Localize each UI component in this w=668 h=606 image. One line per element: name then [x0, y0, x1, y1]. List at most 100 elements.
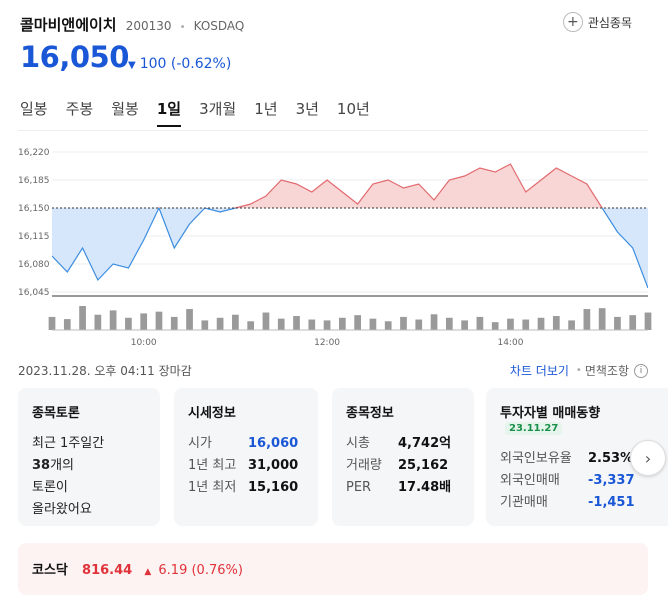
tab-10year[interactable]: 10년: [336, 100, 370, 118]
quote-row-low: 1년 최저 15,160: [188, 477, 304, 499]
quote-label: 1년 최고: [188, 458, 237, 473]
forum-title: 종목토론: [32, 406, 80, 421]
y-tick-label: 16,185: [18, 176, 50, 186]
tab-1year[interactable]: 1년: [254, 100, 278, 118]
stockinfo-row-per: PER 17.48배: [346, 477, 460, 499]
up-area: [52, 164, 648, 208]
volume-bar: [461, 320, 468, 330]
y-tick-label: 16,150: [18, 204, 50, 214]
stock-code: 200130: [125, 19, 172, 33]
price-line-down: [52, 208, 648, 289]
volume-bar: [583, 309, 591, 330]
volume-bar: [430, 314, 438, 330]
next-card-button[interactable]: ›: [630, 440, 666, 476]
separator-dot: •: [179, 22, 186, 33]
stockinfo-row-mcap: 시총 4,742억: [346, 433, 460, 455]
volume-bar: [170, 316, 178, 330]
volume-bar: [476, 316, 484, 330]
forum-line3: 토론이: [32, 480, 68, 495]
investor-value: -1,451: [588, 495, 635, 510]
stockinfo-label: PER: [346, 480, 372, 495]
investor-title: 투자자별 매매동향23.11.27: [500, 402, 654, 436]
volume-bar: [155, 311, 163, 330]
volume-bar: [201, 320, 209, 330]
chart-date: 2023.11.28. 오후 04:11 장마감: [18, 364, 192, 378]
separator-dot: •: [575, 365, 582, 376]
change-value: 100 (-0.62%): [139, 56, 232, 72]
volume-bar: [644, 312, 652, 330]
volume-bar: [63, 319, 71, 330]
investor-row-foreign-trade: 외국인매매 -3,337: [500, 470, 654, 492]
volume-bar: [384, 321, 392, 330]
tab-1day[interactable]: 1일: [156, 98, 182, 127]
volume-bar: [232, 314, 239, 330]
x-tick-label: 10:00: [131, 338, 157, 348]
quote-value: 15,160: [248, 480, 299, 495]
investor-label: 외국인매매: [500, 473, 560, 488]
intraday-chart[interactable]: 16,220 16,185 16,150 16,115 16,080 16,045 10:0…: [0, 140, 668, 355]
volume-bar: [445, 317, 453, 330]
volume-bar: [568, 320, 575, 330]
y-tick-label: 16,220: [18, 148, 50, 158]
volume-bar: [186, 309, 193, 330]
volume-bar: [400, 316, 407, 330]
chevron-right-icon: ›: [644, 448, 652, 468]
volume-bar: [293, 316, 300, 330]
kosdaq-index-bar[interactable]: 코스닥 816.44 ▲ 6.19 (0.76%): [18, 543, 648, 595]
volume-bar: [552, 316, 560, 330]
y-tick-label: 16,115: [18, 232, 50, 242]
tab-divider: [18, 130, 648, 131]
down-area: [52, 208, 648, 288]
investor-label: 기관매매: [500, 495, 548, 510]
plus-icon: +: [562, 12, 583, 32]
forum-line2: 38개의: [32, 455, 146, 477]
forum-card[interactable]: 종목토론 최근 1주일간 38개의 토론이 올라왔어요: [18, 388, 160, 526]
volume-bar: [140, 313, 148, 330]
tab-weekly[interactable]: 주봉: [65, 100, 94, 118]
price-change: ▼ 100 (-0.62%): [128, 56, 231, 72]
volume-bar: [94, 314, 102, 330]
stockinfo-row-volume: 거래량 25,162: [346, 455, 460, 477]
volume-bar: [109, 310, 117, 330]
volume-bar: [216, 317, 224, 330]
forum-line4: 올라왔어요: [32, 502, 92, 517]
current-price: 16,050: [20, 40, 129, 74]
tab-daily[interactable]: 일봉: [20, 100, 48, 118]
quote-title: 시세정보: [188, 406, 236, 421]
quote-value: 31,000: [248, 458, 299, 473]
x-tick-label: 14:00: [497, 338, 523, 348]
stockinfo-title: 종목정보: [346, 406, 394, 421]
info-icon[interactable]: i: [634, 363, 648, 378]
index-name: 코스닥: [32, 563, 68, 578]
quote-card[interactable]: 시세정보 시가 16,060 1년 최고 31,000 1년 최저 15,160: [174, 388, 318, 526]
quote-label: 시가: [188, 436, 212, 451]
volume-bar: [354, 315, 361, 330]
disclaimer-link[interactable]: 면책조항: [584, 364, 629, 378]
period-tabs: 일봉 주봉 월봉 1일 3개월 1년 3년 10년: [20, 98, 388, 127]
quote-value: 16,060: [248, 436, 299, 451]
volume-bar: [277, 318, 285, 330]
up-arrow-icon: ▲: [144, 567, 152, 577]
stockinfo-label: 시총: [346, 436, 370, 451]
more-chart-link[interactable]: 차트 더보기: [509, 364, 569, 378]
stock-header: 콜마비앤에이치 200130 • KOSDAQ + 관심종목: [20, 12, 660, 35]
volume-bar: [415, 319, 423, 330]
volume-bar: [262, 312, 270, 330]
tab-3year[interactable]: 3년: [295, 100, 319, 118]
stockinfo-value: 17.48배: [398, 480, 452, 495]
volume-bar: [247, 321, 255, 330]
stockinfo-card[interactable]: 종목정보 시총 4,742억 거래량 25,162 PER 17.48배: [332, 388, 474, 526]
stockinfo-label: 거래량: [346, 458, 382, 473]
x-tick-label: 12:00: [314, 338, 340, 348]
date-badge: 23.11.27: [505, 422, 563, 435]
volume-bar: [537, 317, 545, 330]
investor-value: 2.53%: [588, 451, 634, 466]
favorite-label: 관심종목: [587, 15, 632, 30]
tab-monthly[interactable]: 월봉: [111, 100, 139, 118]
add-favorite-button[interactable]: + 관심종목: [562, 12, 632, 32]
volume-bar: [507, 318, 514, 330]
volume-bar: [339, 317, 346, 330]
down-arrow-icon: ▼: [128, 60, 136, 71]
tab-3month[interactable]: 3개월: [199, 100, 237, 118]
volume-bar: [629, 315, 637, 330]
